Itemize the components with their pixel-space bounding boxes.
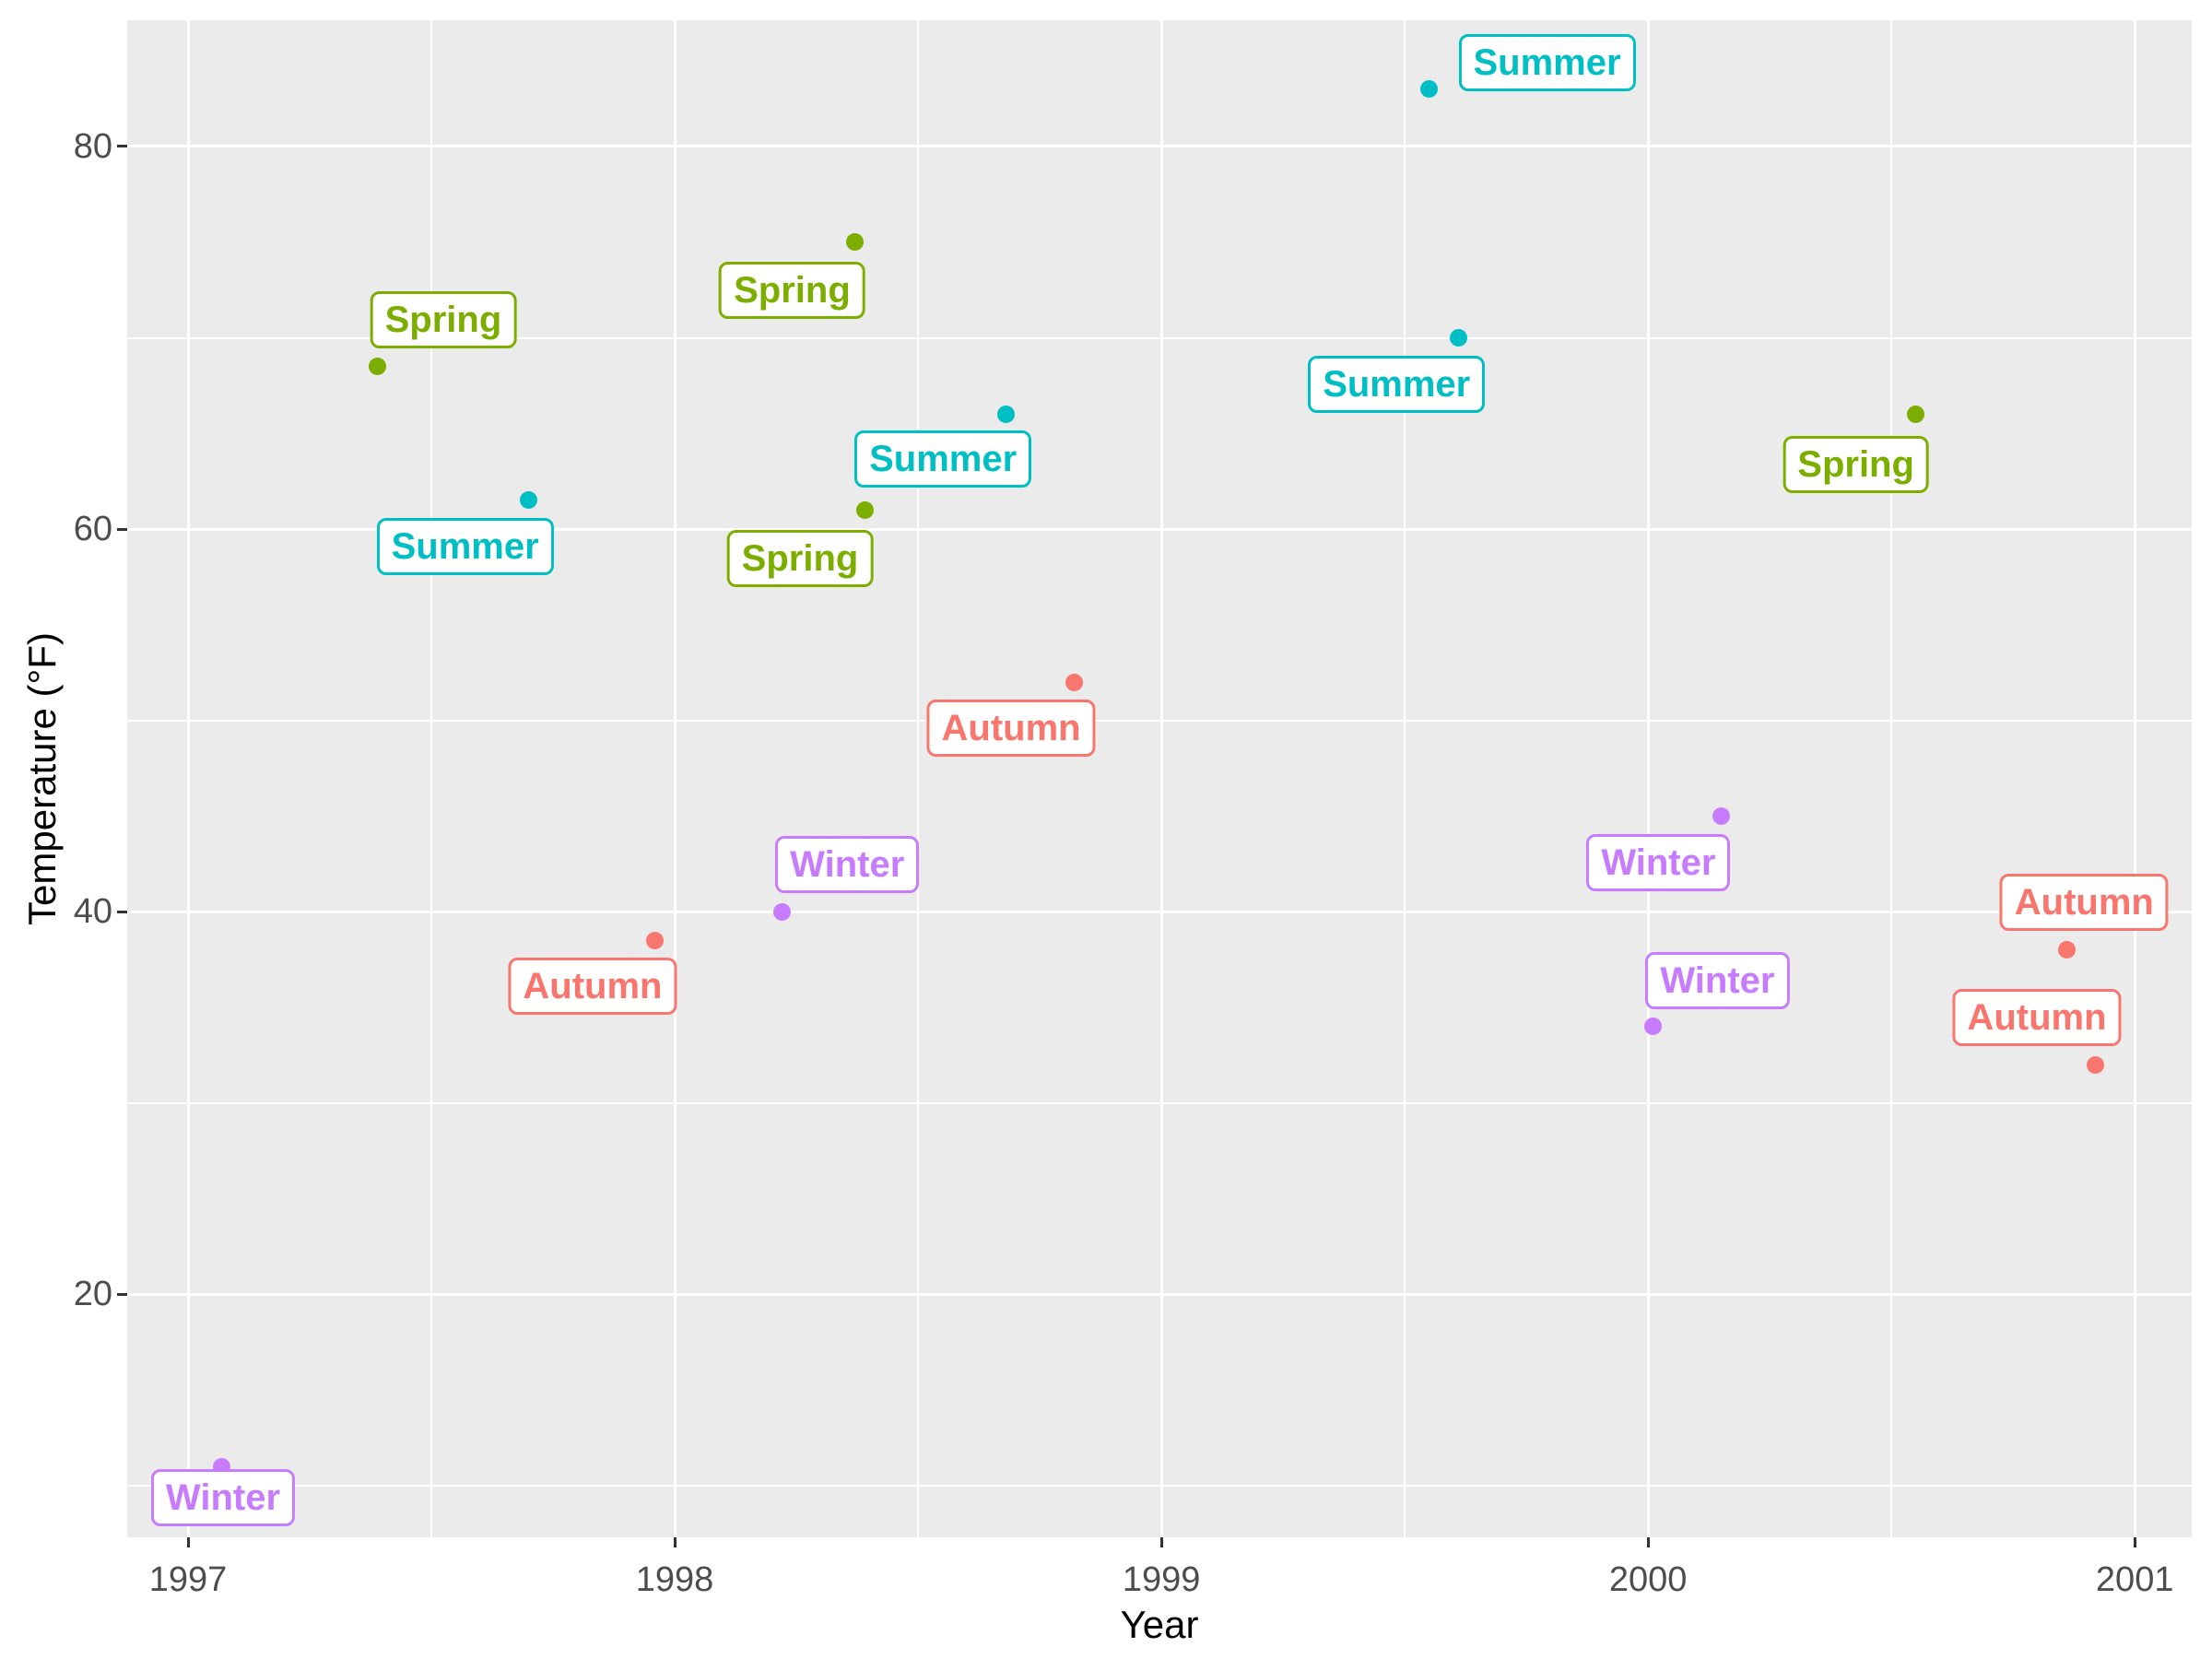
data-point [520, 491, 538, 510]
y-axis-tick [117, 910, 127, 913]
x-major-gridline [1159, 20, 1163, 1537]
data-point [855, 500, 874, 519]
season-label: Spring [726, 530, 874, 588]
season-label: Winter [1645, 951, 1790, 1009]
data-point [845, 233, 864, 252]
data-point [772, 902, 791, 921]
season-label: Autumn [1999, 873, 2169, 931]
y-tick-label: 20 [73, 1275, 112, 1314]
x-minor-gridline [430, 20, 433, 1537]
x-tick-label: 1998 [635, 1560, 714, 1599]
season-label: Spring [719, 261, 865, 319]
y-tick-label: 60 [73, 510, 112, 549]
data-point [369, 358, 387, 376]
x-axis-tick [1159, 1537, 1163, 1547]
season-label: Autumn [508, 958, 677, 1016]
y-major-gridline [127, 910, 2192, 913]
data-point [1712, 806, 1730, 825]
x-axis-title: Year [1120, 1603, 1199, 1646]
x-axis-tick [1646, 1537, 1650, 1547]
data-point [1065, 673, 1083, 691]
x-tick-label: 1999 [1122, 1560, 1201, 1599]
x-axis-tick [673, 1537, 677, 1547]
y-axis-tick [117, 527, 127, 531]
y-minor-gridline [127, 1484, 2192, 1487]
data-point [1643, 1018, 1662, 1036]
y-minor-gridline [127, 1101, 2192, 1104]
data-point [1449, 329, 1467, 347]
y-tick-label: 80 [73, 126, 112, 166]
x-axis-tick [186, 1537, 190, 1547]
x-major-gridline [1646, 20, 1650, 1537]
data-point [2057, 941, 2076, 959]
season-label: Autumn [1952, 989, 2122, 1047]
x-axis-tick [2133, 1537, 2136, 1547]
season-label: Summer [854, 429, 1032, 488]
plot-panel: Winter Spring Summer Autumn Winter Spring Spri… [127, 20, 2192, 1537]
x-minor-gridline [1890, 20, 1893, 1537]
data-point [1907, 406, 1925, 424]
season-label: Winter [1586, 834, 1731, 892]
y-major-gridline [127, 145, 2192, 148]
x-tick-label: 1997 [148, 1560, 228, 1599]
y-axis-tick [117, 145, 127, 148]
season-label: Summer [376, 517, 554, 575]
season-label: Spring [1783, 435, 1929, 493]
season-label: Spring [370, 290, 517, 348]
x-major-gridline [2133, 20, 2136, 1537]
data-point [646, 931, 665, 949]
x-minor-gridline [917, 20, 920, 1537]
season-label: Autumn [926, 700, 1096, 758]
data-point [996, 406, 1015, 424]
season-label: Winter [775, 836, 920, 894]
data-point [1420, 80, 1439, 99]
data-point [2087, 1055, 2105, 1074]
y-minor-gridline [127, 336, 2192, 339]
season-label: Winter [150, 1469, 296, 1527]
x-tick-label: 2001 [2095, 1560, 2174, 1599]
x-major-gridline [673, 20, 677, 1537]
x-tick-label: 2000 [1608, 1560, 1688, 1599]
y-major-gridline [127, 1292, 2192, 1296]
y-minor-gridline [127, 719, 2192, 722]
season-label: Summer [1308, 355, 1486, 413]
y-tick-label: 40 [73, 892, 112, 932]
x-minor-gridline [1404, 20, 1406, 1537]
x-major-gridline [186, 20, 190, 1537]
y-axis-title: Temperature (°F) [20, 632, 64, 925]
y-axis-tick [117, 1292, 127, 1296]
y-major-gridline [127, 527, 2192, 531]
season-label: Summer [1458, 33, 1636, 91]
